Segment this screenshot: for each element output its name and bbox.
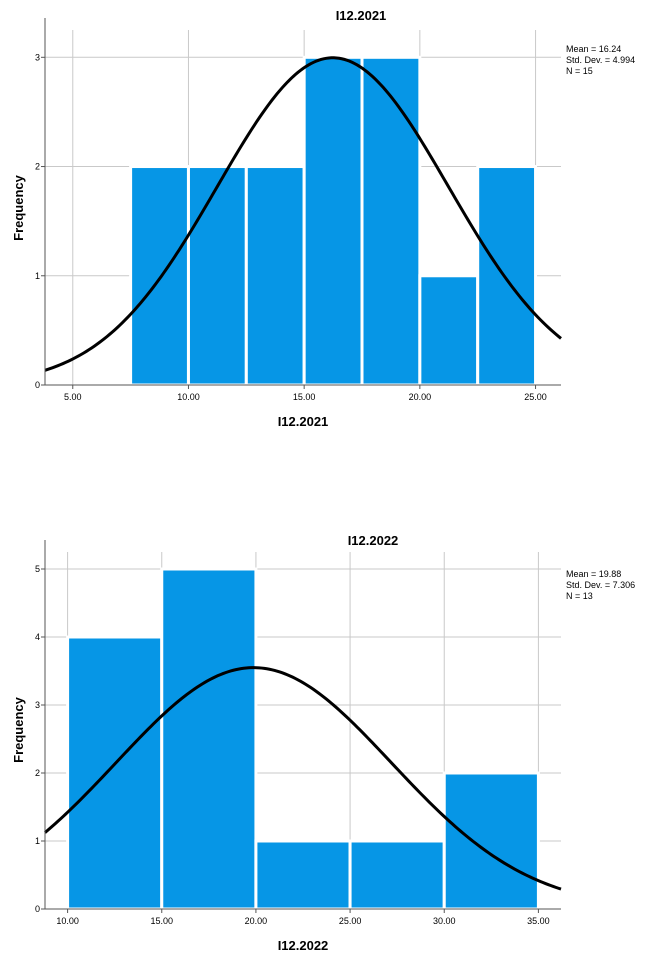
chart-1-stat-std-dev: Std. Dev. = 4.994 (566, 55, 635, 65)
chart-2-bar (66, 635, 164, 911)
chart-1-bar (302, 55, 364, 387)
chart-1-stat-mean: Mean = 16.24 (566, 44, 621, 54)
chart-2-x-tick-label: 25.00 (339, 916, 362, 926)
chart-1-y-tick-label: 2 (35, 162, 40, 172)
chart-1-x-tick-label: 15.00 (293, 392, 316, 402)
chart-1-y-tick-label: 1 (35, 271, 40, 281)
chart-1-bar (186, 165, 248, 387)
chart-2-bar (442, 771, 540, 911)
chart-1-x-axis-label: I12.2021 (278, 414, 329, 429)
chart-1-y-axis-label: Frequency (11, 174, 26, 241)
chart-1-y-ticks: 0 1 2 3 (35, 52, 40, 390)
chart-1-x-tick-label: 25.00 (524, 392, 547, 402)
chart-1-bar (129, 165, 190, 387)
chart-1-normal-curve (44, 56, 562, 372)
chart-2-y-ticks: 0 1 2 3 4 5 (35, 564, 40, 914)
chart-2-stats-box: Mean = 19.88 Std. Dev. = 7.306 N = 13 (566, 569, 635, 601)
chart-2-bar (254, 839, 352, 911)
chart-2-bar (348, 839, 446, 911)
chart-2-bars (66, 567, 540, 911)
chart-2-stat-mean: Mean = 19.88 (566, 569, 621, 579)
chart-1-title: I12.2021 (336, 8, 387, 23)
chart-2-normal-curve (44, 666, 562, 891)
chart-2-y-tick-label: 5 (35, 564, 40, 574)
chart-1-y-tick-label: 3 (35, 52, 40, 62)
chart-1-bars (129, 55, 538, 387)
chart-2-x-tick-label: 20.00 (245, 916, 268, 926)
chart-1-stats-box: Mean = 16.24 Std. Dev. = 4.994 N = 15 (566, 44, 635, 76)
chart-2-stat-n: N = 13 (566, 591, 593, 601)
chart-2-y-tick-label: 2 (35, 768, 40, 778)
chart-1-bar (244, 165, 306, 387)
chart-2-title: I12.2022 (348, 533, 399, 548)
chart-2-stat-std-dev: Std. Dev. = 7.306 (566, 580, 635, 590)
histogram-chart-1: I12.2021 0 1 2 3 5.00 10.00 15.00 20.00 … (11, 8, 635, 429)
histogram-chart-2: I12.2022 0 1 2 3 4 5 10.00 15.00 20.00 2… (11, 533, 635, 953)
chart-1-y-tick-label: 0 (35, 380, 40, 390)
chart-2-x-tick-label: 10.00 (56, 916, 79, 926)
chart-1-x-tick-label: 10.00 (177, 392, 200, 402)
chart-2-x-axis-label: I12.2022 (278, 938, 329, 953)
chart-2-x-ticks: 10.00 15.00 20.00 25.00 30.00 35.00 (56, 916, 549, 926)
chart-2-axes (41, 540, 561, 913)
chart-2-x-tick-label: 30.00 (433, 916, 456, 926)
chart-1-x-ticks: 5.00 10.00 15.00 20.00 25.00 (64, 392, 547, 402)
chart-2-x-tick-label: 35.00 (527, 916, 550, 926)
chart-1-bar (476, 165, 538, 387)
chart-2-y-tick-label: 4 (35, 632, 40, 642)
chart-2-y-tick-label: 0 (35, 904, 40, 914)
chart-1-axes (41, 18, 561, 389)
chart-2-y-tick-label: 3 (35, 700, 40, 710)
chart-2-x-tick-label: 15.00 (150, 916, 173, 926)
chart-2-bar (160, 567, 258, 911)
chart-1-stat-n: N = 15 (566, 66, 593, 76)
chart-2-y-axis-label: Frequency (11, 696, 26, 763)
chart-2-y-tick-label: 1 (35, 836, 40, 846)
chart-1-x-tick-label: 20.00 (409, 392, 432, 402)
chart-1-x-tick-label: 5.00 (64, 392, 82, 402)
chart-1-bar (360, 55, 422, 387)
chart-1-bar (418, 274, 480, 387)
